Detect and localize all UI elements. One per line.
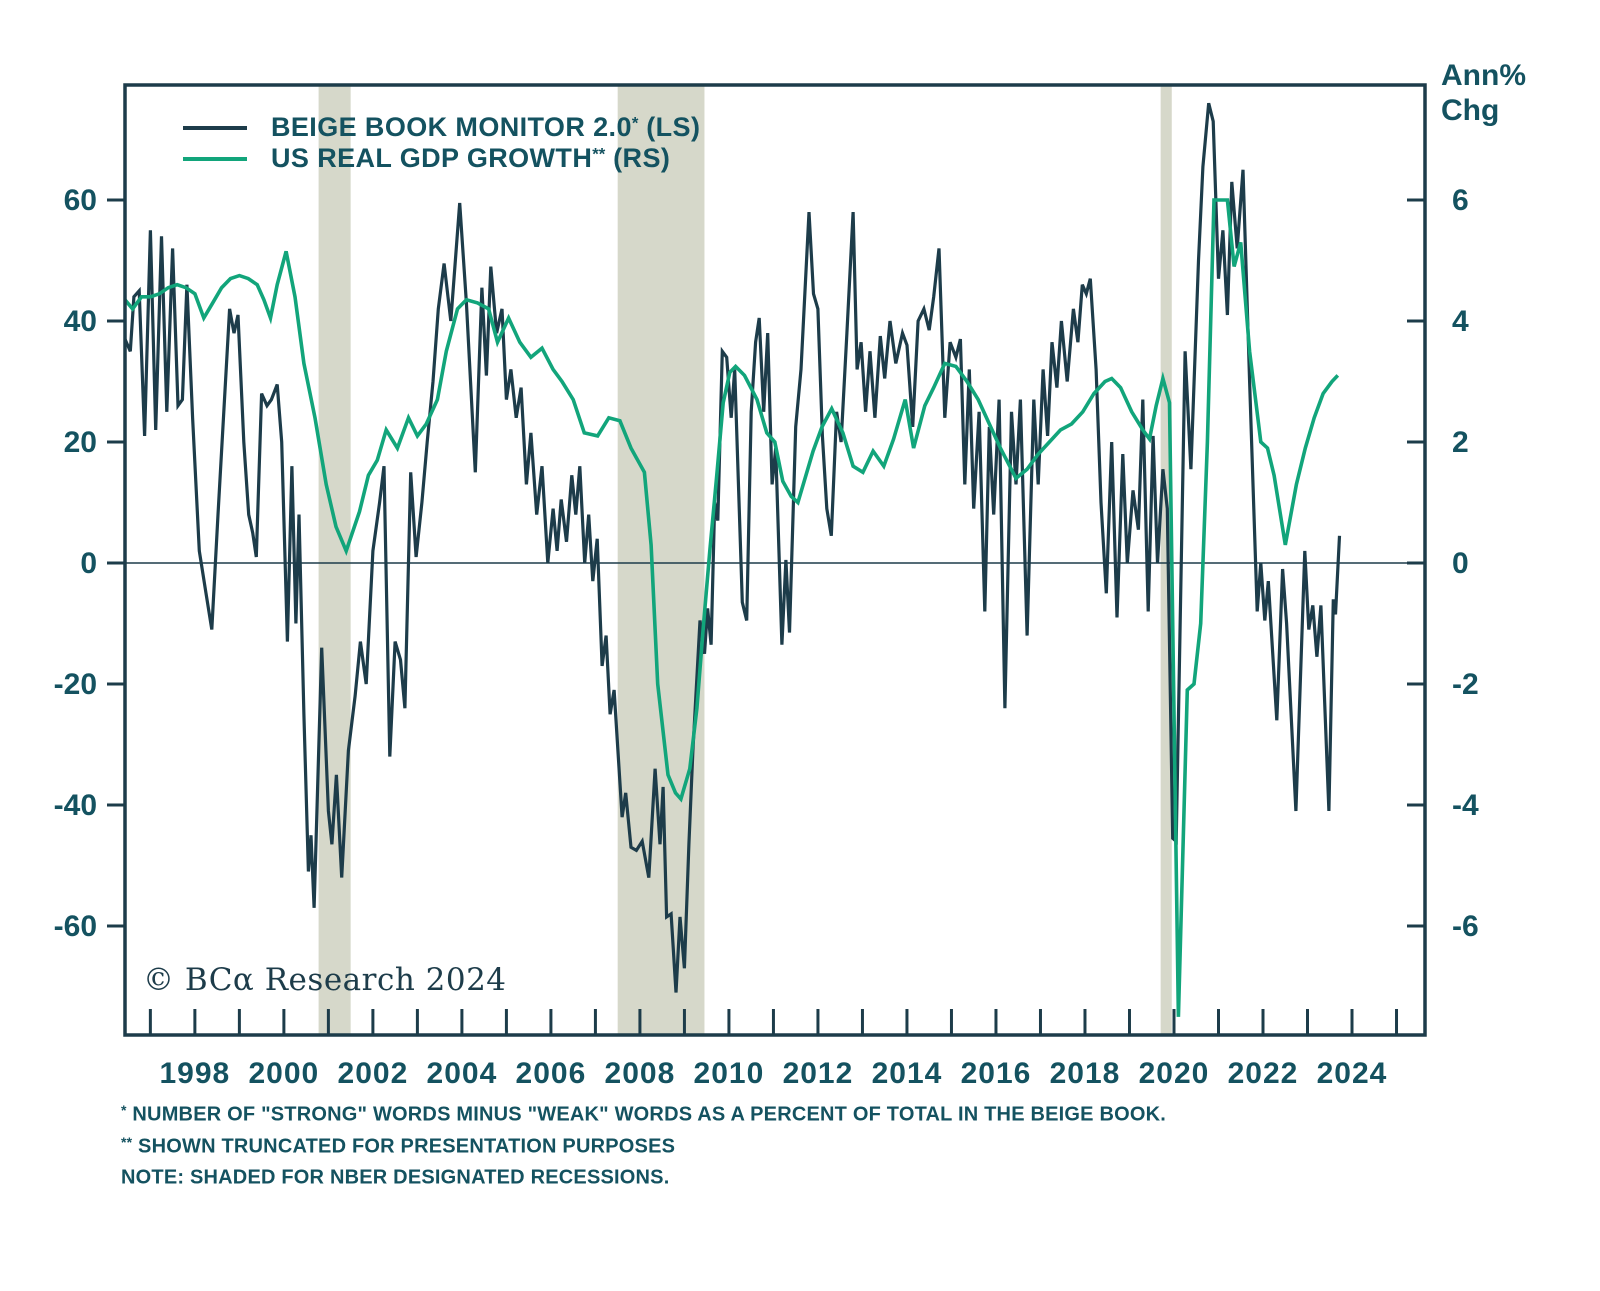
x-axis-year-label: 2024 (1317, 1057, 1388, 1090)
left-axis-tick-label: -40 (54, 789, 97, 822)
footnote-2: ** SHOWN TRUNCATED FOR PRESENTATION PURP… (121, 1133, 676, 1158)
x-axis-year-label: 2004 (427, 1057, 498, 1090)
right-axis: 6 4 2 0 -2 -4 -6 (1407, 184, 1479, 943)
left-axis-tick-label: -60 (54, 910, 97, 943)
x-axis-year-label: 2008 (605, 1057, 676, 1090)
right-axis-tick-label: -2 (1452, 668, 1479, 701)
gdp-line-swatch (183, 156, 247, 161)
left-axis: 60 40 20 0 -20 -40 -60 (54, 184, 125, 943)
right-axis-title-line1: Ann% (1441, 59, 1526, 92)
x-axis-year-label: 2020 (1139, 1057, 1210, 1090)
footnotes: * NUMBER OF "STRONG" WORDS MINUS "WEAK" … (121, 1097, 1166, 1192)
right-axis-tick-label: -6 (1452, 910, 1479, 943)
copyright-text: © BCα Research 2024 (143, 962, 507, 998)
x-axis-year-label: 2006 (516, 1057, 587, 1090)
legend-label-beige-book: BEIGE BOOK MONITOR 2.0* (LS) (271, 112, 701, 142)
recession-band (617, 85, 705, 1035)
footnote-1: * NUMBER OF "STRONG" WORDS MINUS "WEAK" … (121, 1102, 1167, 1126)
right-axis-tick-label: 2 (1452, 426, 1469, 459)
right-axis-title-line2: Chg (1441, 94, 1500, 127)
left-axis-tick-label: -20 (54, 668, 97, 701)
x-axis-year-label: 2022 (1228, 1057, 1299, 1090)
legend-label-gdp: US REAL GDP GROWTH** (RS) (271, 143, 671, 173)
left-axis-tick-label: 40 (64, 305, 97, 338)
x-axis-year-label: 1998 (159, 1057, 230, 1090)
beige-book-line (123, 102, 1342, 993)
x-axis-year-label: 2014 (872, 1057, 943, 1090)
plot-frame (123, 83, 1427, 1037)
beige-book-line-swatch (183, 125, 247, 130)
right-axis-tick-label: -4 (1452, 789, 1479, 822)
footnote-3: NOTE: SHADED FOR NBER DESIGNATED RECESSI… (121, 1166, 670, 1189)
x-axis-year-label: 2002 (338, 1057, 409, 1090)
x-axis-year-label: 2016 (961, 1057, 1032, 1090)
recession-band (318, 85, 351, 1035)
x-axis-year-label: 2000 (249, 1057, 320, 1090)
right-axis-title: Ann% Chg (1441, 58, 1526, 128)
x-axis-year-label: 2010 (694, 1057, 765, 1090)
x-axis-year-label: 2012 (783, 1057, 854, 1090)
legend-item-beige-book: BEIGE BOOK MONITOR 2.0* (LS) (183, 112, 700, 143)
x-axis-year-label: 2018 (1050, 1057, 1121, 1090)
right-axis-tick-label: 6 (1452, 184, 1469, 217)
gdp-line (123, 198, 1340, 1017)
left-axis-tick-label: 60 (64, 184, 97, 217)
left-axis-tick-label: 20 (64, 426, 97, 459)
x-axis: 1998 2000 2002 2004 2006 2008 2010 2012 2014 2016… (148, 1009, 1399, 1090)
chart-legend: BEIGE BOOK MONITOR 2.0* (LS) US REAL GDP… (183, 112, 700, 174)
right-axis-tick-label: 0 (1452, 547, 1469, 580)
left-axis-tick-label: 0 (80, 547, 97, 580)
legend-item-gdp: US REAL GDP GROWTH** (RS) (183, 143, 700, 174)
recession-band (1160, 85, 1172, 1035)
right-axis-tick-label: 4 (1452, 305, 1469, 338)
